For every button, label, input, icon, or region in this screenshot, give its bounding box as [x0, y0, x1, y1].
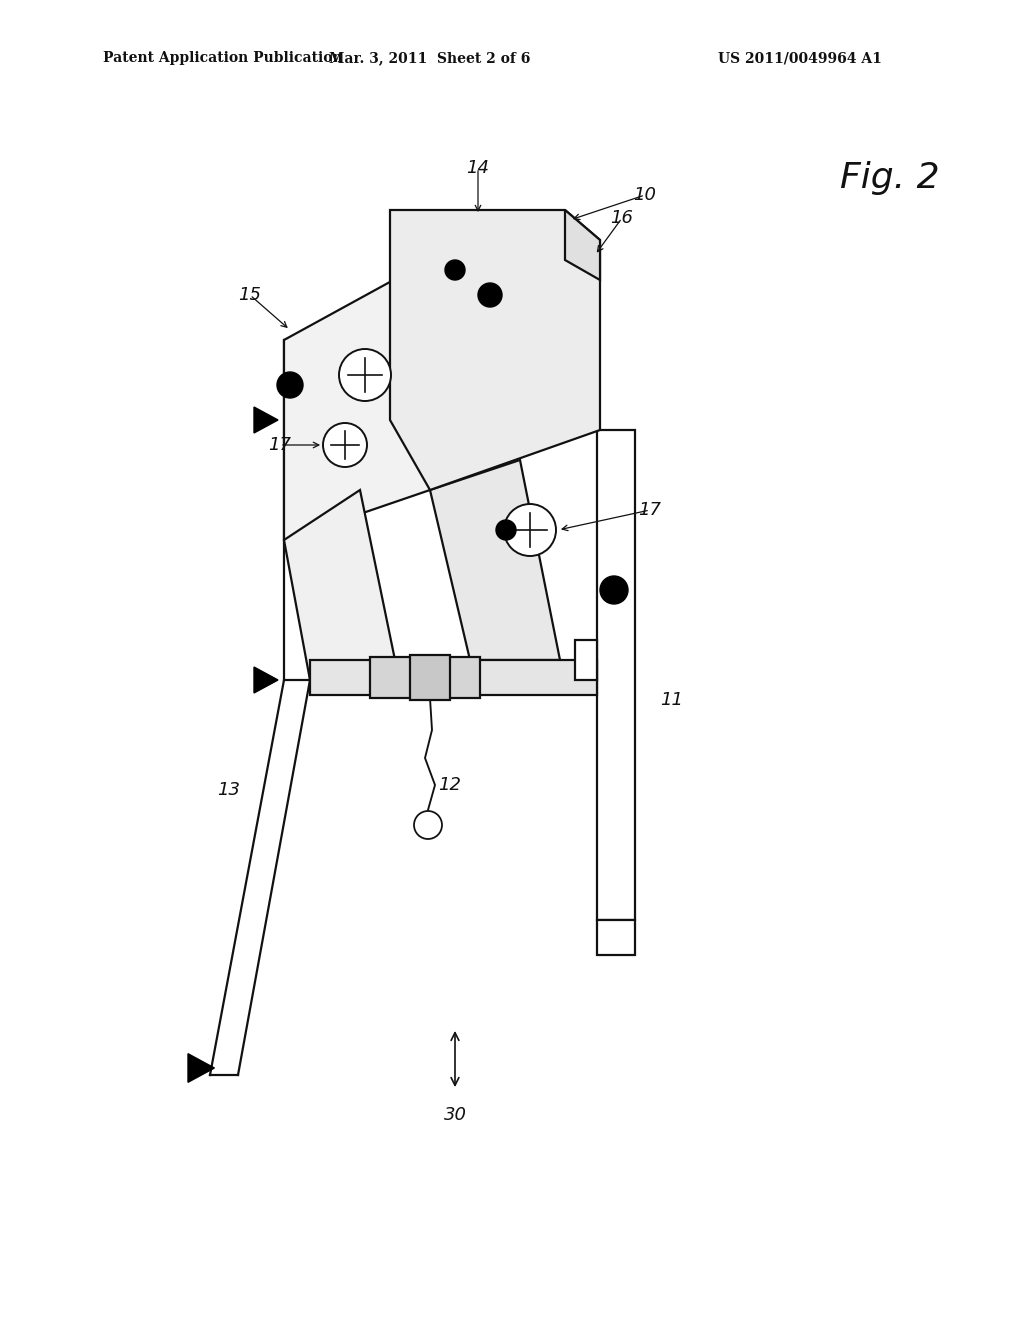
- Polygon shape: [284, 490, 395, 680]
- Polygon shape: [254, 407, 278, 433]
- Polygon shape: [188, 1053, 214, 1082]
- Text: 17: 17: [639, 502, 662, 519]
- Text: 30: 30: [443, 1106, 467, 1125]
- Text: 13: 13: [217, 781, 240, 799]
- Polygon shape: [430, 459, 560, 660]
- Text: 17: 17: [268, 436, 292, 454]
- Text: Mar. 3, 2011  Sheet 2 of 6: Mar. 3, 2011 Sheet 2 of 6: [330, 51, 530, 65]
- Text: 16: 16: [610, 209, 634, 227]
- Polygon shape: [597, 920, 635, 954]
- Polygon shape: [310, 660, 597, 696]
- Circle shape: [323, 422, 367, 467]
- Circle shape: [600, 576, 628, 605]
- Text: 14: 14: [467, 158, 489, 177]
- Text: 10: 10: [634, 186, 656, 205]
- Polygon shape: [284, 260, 430, 540]
- Text: Patent Application Publication: Patent Application Publication: [103, 51, 343, 65]
- Circle shape: [496, 520, 516, 540]
- Circle shape: [504, 504, 556, 556]
- Circle shape: [478, 282, 502, 308]
- Polygon shape: [565, 210, 600, 280]
- Polygon shape: [254, 667, 278, 693]
- Circle shape: [445, 260, 465, 280]
- Polygon shape: [575, 640, 597, 680]
- Text: 11: 11: [660, 690, 683, 709]
- Polygon shape: [284, 341, 310, 680]
- Text: US 2011/0049964 A1: US 2011/0049964 A1: [718, 51, 882, 65]
- Polygon shape: [370, 657, 480, 698]
- Text: 12: 12: [438, 776, 462, 795]
- Text: 15: 15: [239, 286, 261, 304]
- Polygon shape: [410, 655, 450, 700]
- Polygon shape: [390, 210, 600, 490]
- Text: Fig. 2: Fig. 2: [840, 161, 940, 195]
- Polygon shape: [597, 430, 635, 920]
- Circle shape: [339, 348, 391, 401]
- Circle shape: [278, 372, 303, 399]
